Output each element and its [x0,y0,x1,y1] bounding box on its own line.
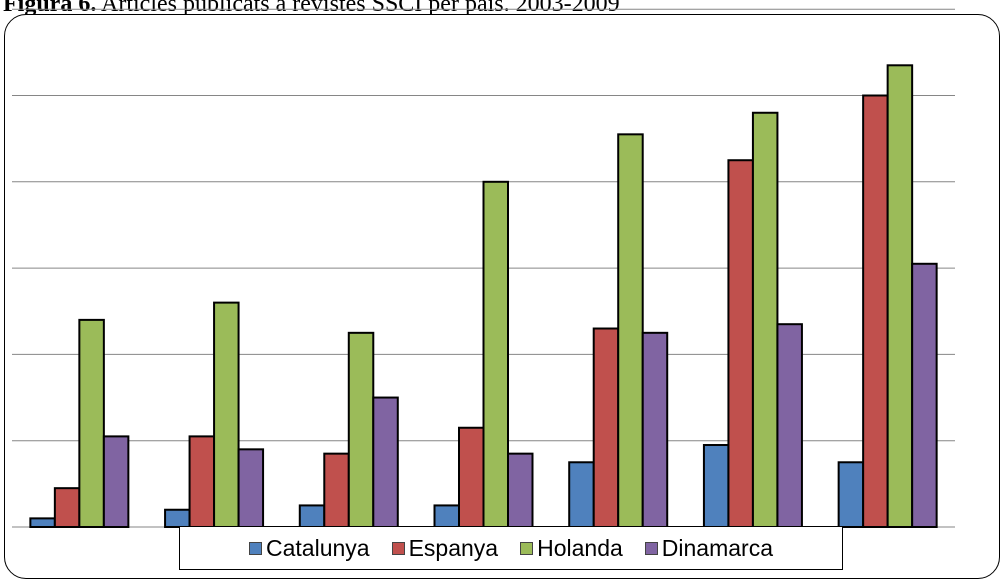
legend-swatch [391,541,405,555]
legend-item-espanya: Espanya [391,534,499,562]
bar-holanda-2004 [213,301,240,528]
bar-espanya-2003 [53,487,81,529]
figure-caption: Figura 6. Articles publicats a revistes … [3,0,620,16]
bar-dinamarca-2004 [237,448,265,528]
bar-catalunya-2004 [164,508,191,528]
legend-label: Catalunya [266,534,370,561]
bar-dinamarca-2008 [776,323,803,528]
bar-dinamarca-2007 [641,331,669,529]
legend-item-catalunya: Catalunya [249,535,370,562]
legend-swatch [520,541,534,555]
bar-catalunya-2009 [837,461,865,528]
legend-item-holanda: Holanda [520,535,623,562]
legend-label: Dinamarca [661,534,773,561]
legend-item-dinamarca: Dinamarca [644,534,773,562]
bar-espanya-2008 [727,159,754,528]
bar-catalunya-2008 [702,444,730,529]
figure-caption-text: Articles publicats a revistes SSCI per p… [101,0,620,17]
bar-catalunya-2005 [298,504,326,528]
bar-dinamarca-2003 [102,435,130,529]
bar-holanda-2008 [751,111,779,528]
bar-espanya-2005 [323,452,350,528]
legend-label: Holanda [537,534,623,561]
bar-catalunya-2006 [433,504,460,528]
bar-dinamarca-2009 [911,262,938,528]
bar-holanda-2003 [78,318,105,528]
figure-caption-label: Figura 6. [3,0,97,17]
legend-swatch [644,541,658,555]
chart-legend: Catalunya Espanya Holanda Dinamarca [179,526,843,570]
bar-espanya-2009 [862,94,889,528]
bar-catalunya-2007 [568,461,595,528]
bar-holanda-2007 [617,133,644,529]
bar-holanda-2005 [347,331,375,529]
bar-dinamarca-2005 [372,396,399,528]
bar-espanya-2006 [458,426,485,529]
bar-catalunya-2003 [29,517,56,528]
bar-holanda-2006 [482,180,509,529]
bar-espanya-2007 [592,327,620,529]
bar-espanya-2004 [188,435,216,529]
legend-label: Espanya [408,534,499,561]
legend-swatch [249,541,262,555]
bar-dinamarca-2006 [507,452,534,528]
bar-holanda-2009 [886,64,914,528]
